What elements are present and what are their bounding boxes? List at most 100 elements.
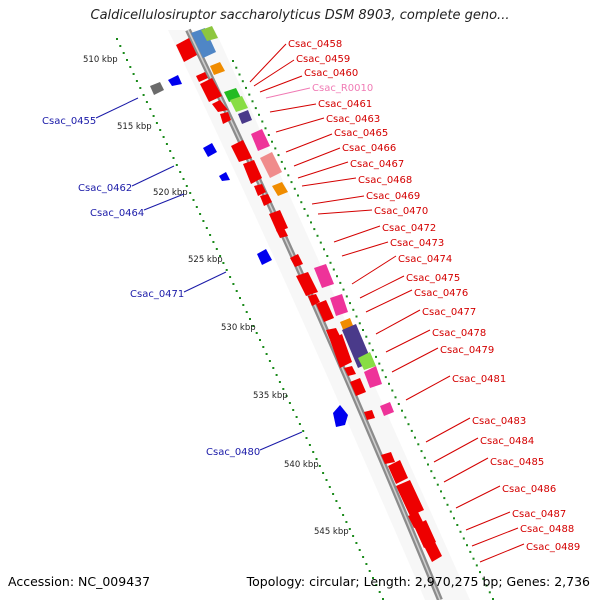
- gene-feature[interactable]: [276, 228, 288, 238]
- gene-feature[interactable]: [196, 72, 208, 82]
- tick-dot: [420, 450, 423, 453]
- tick-dot: [264, 127, 267, 130]
- gene-label[interactable]: Csac_0487: [512, 509, 566, 520]
- gene-label[interactable]: Csac_0460: [304, 68, 358, 79]
- gene-label[interactable]: Csac_0461: [318, 99, 372, 110]
- gene-feature[interactable]: [243, 160, 262, 184]
- kbp-marker: 525 kbp: [188, 255, 223, 265]
- gene-feature[interactable]: [358, 352, 376, 370]
- gene-label[interactable]: Csac_0462: [78, 183, 132, 194]
- gene-feature[interactable]: [296, 272, 318, 296]
- gene-feature[interactable]: [350, 378, 366, 396]
- tick-dot: [288, 402, 291, 404]
- gene-feature[interactable]: [414, 520, 436, 548]
- gene-feature[interactable]: [191, 28, 216, 58]
- gene-feature[interactable]: [212, 100, 228, 112]
- gene-label[interactable]: Csac_0483: [472, 416, 526, 427]
- tick-dot: [235, 290, 238, 292]
- gene-feature[interactable]: [168, 75, 182, 86]
- gene-feature[interactable]: [381, 452, 395, 464]
- tick-dot: [352, 535, 355, 537]
- gene-feature[interactable]: [260, 194, 272, 206]
- gene-label[interactable]: Csac_0471: [130, 289, 184, 300]
- gene-label[interactable]: Csac_0463: [326, 114, 380, 125]
- gene-feature[interactable]: [290, 254, 303, 267]
- tick-dot: [433, 476, 436, 479]
- gene-feature[interactable]: [388, 460, 408, 484]
- tick-dot: [145, 101, 148, 103]
- gene-label[interactable]: Csac_0455: [42, 116, 96, 127]
- gene-feature[interactable]: [364, 366, 382, 388]
- tick-dot: [287, 174, 290, 177]
- gene-label[interactable]: Csac_0465: [334, 128, 388, 139]
- gene-feature[interactable]: [260, 152, 282, 178]
- gene-label[interactable]: Csac_0473: [390, 238, 444, 249]
- gene-feature[interactable]: [220, 112, 231, 124]
- tick-dot: [254, 107, 257, 110]
- gene-feature[interactable]: [254, 184, 266, 196]
- gene-label[interactable]: Csac_0464: [90, 208, 144, 219]
- gene-feature[interactable]: [210, 62, 225, 75]
- gene-feature[interactable]: [330, 294, 348, 316]
- gene-feature[interactable]: [257, 249, 272, 265]
- gene-feature[interactable]: [380, 402, 394, 416]
- gene-feature[interactable]: [308, 294, 320, 306]
- gene-label[interactable]: Csac_0467: [350, 159, 404, 170]
- gene-label[interactable]: Csac_0476: [414, 288, 468, 299]
- tick-dot: [265, 353, 268, 355]
- gene-label[interactable]: Csac_0459: [296, 54, 350, 65]
- gene-label[interactable]: Csac_0466: [342, 143, 396, 154]
- gene-label[interactable]: Csac_0486: [502, 484, 556, 495]
- gene-label[interactable]: Csac_0481: [452, 374, 506, 385]
- gene-feature[interactable]: [201, 26, 218, 41]
- gene-label[interactable]: Csac_0472: [382, 223, 436, 234]
- gene-feature[interactable]: [424, 540, 442, 562]
- gene-label[interactable]: Csac_0470: [374, 206, 428, 217]
- gene-feature[interactable]: [231, 140, 252, 162]
- gene-feature[interactable]: [314, 264, 334, 288]
- gene-feature[interactable]: [364, 410, 375, 420]
- gene-label[interactable]: Csac_0468: [358, 175, 412, 186]
- gene-feature[interactable]: [251, 129, 270, 151]
- tick-dot: [414, 436, 416, 439]
- gene-label[interactable]: Csac_0478: [432, 328, 486, 339]
- gene-feature[interactable]: [396, 480, 424, 516]
- gene-feature[interactable]: [330, 334, 352, 368]
- tick-dot: [440, 490, 442, 493]
- gene-feature[interactable]: [316, 300, 334, 322]
- tick-dot: [384, 376, 387, 379]
- gene-label[interactable]: Csac_0480: [206, 447, 260, 458]
- gene-feature[interactable]: [200, 78, 222, 102]
- tick-dot: [259, 339, 261, 341]
- tick-dot: [339, 281, 342, 284]
- gene-label[interactable]: Csac_0489: [526, 542, 580, 553]
- gene-feature[interactable]: [203, 143, 217, 157]
- tick-dot: [479, 571, 481, 574]
- gene-feature[interactable]: [230, 96, 248, 112]
- gene-label[interactable]: Csac_0475: [406, 273, 460, 284]
- gene-label[interactable]: Csac_0484: [480, 436, 534, 447]
- gene-label[interactable]: Csac_0458: [288, 39, 342, 50]
- gene-label[interactable]: Csac_0469: [366, 191, 420, 202]
- gene-label[interactable]: Csac_0479: [440, 345, 494, 356]
- tick-dot: [280, 160, 283, 163]
- gene-feature[interactable]: [272, 182, 288, 196]
- gene-feature[interactable]: [176, 38, 197, 62]
- gene-label[interactable]: Csac_0485: [490, 457, 544, 468]
- tick-dot: [271, 140, 273, 143]
- gene-feature[interactable]: [344, 366, 356, 376]
- gene-label[interactable]: Csac_0488: [520, 524, 574, 535]
- tick-dot: [329, 261, 332, 264]
- gene-feature[interactable]: [238, 110, 252, 124]
- gene-label[interactable]: Csac_0474: [398, 254, 452, 265]
- gene-label[interactable]: Csac_0477: [422, 307, 476, 318]
- tick-dot: [472, 557, 475, 560]
- gene-label[interactable]: Csac_R0010: [312, 83, 373, 94]
- gene-feature[interactable]: [269, 210, 288, 232]
- gene-feature[interactable]: [333, 405, 348, 427]
- gene-feature[interactable]: [150, 82, 164, 95]
- gene-feature[interactable]: [219, 172, 230, 181]
- tick-dot: [275, 374, 278, 376]
- tick-dot: [485, 584, 488, 587]
